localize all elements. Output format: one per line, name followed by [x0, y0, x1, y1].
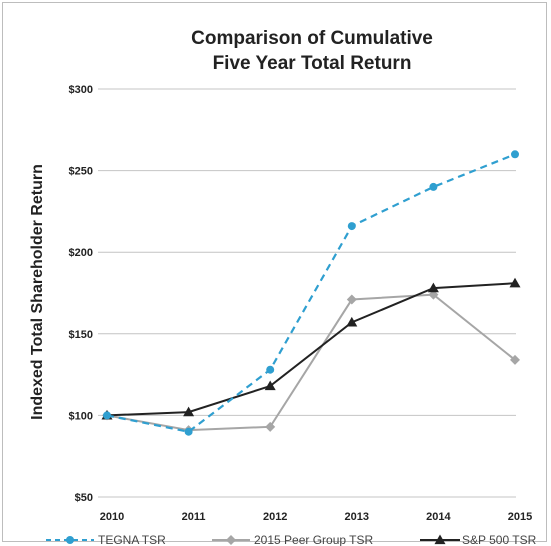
legend-marker	[66, 536, 74, 544]
legend-item-s-p-500-tsr: S&P 500 TSR	[420, 533, 537, 546]
y-tick-label: $150	[69, 329, 93, 341]
data-point-tegna-tsr	[103, 411, 111, 420]
legend-item-tegna-tsr: TEGNA TSR	[46, 533, 166, 546]
legend-marker	[434, 534, 446, 545]
gridlines	[98, 88, 516, 498]
data-point-s-p-500-tsr	[183, 406, 195, 417]
chart-title-line-1: Comparison of Cumulative	[191, 28, 433, 49]
data-point-s-p-500-tsr	[264, 380, 276, 391]
data-point-s-p-500-tsr	[346, 316, 358, 327]
x-tick-label: 2013	[345, 511, 369, 523]
data-point-s-p-500-tsr	[427, 282, 439, 293]
x-tick-label: 2015	[508, 511, 532, 523]
chart-frame	[2, 2, 547, 542]
data-point-tegna-tsr	[429, 182, 438, 191]
data-point-2015-peer-group-tsr	[510, 354, 520, 365]
y-tick-label: $200	[69, 247, 93, 259]
x-tick-label: 2011	[182, 511, 206, 523]
x-tick-label: 2014	[426, 511, 451, 523]
x-tick-labels: 2010 2011 2012 2013 2014 2015	[100, 511, 532, 523]
data-point-s-p-500-tsr	[509, 277, 521, 288]
series-line-tegna-tsr	[106, 153, 516, 433]
y-axis-label: Indexed Total Shareholder Return	[29, 164, 46, 420]
data-point-tegna-tsr	[511, 150, 519, 159]
x-tick-label: 2012	[263, 511, 287, 523]
y-tick-label: $50	[75, 492, 93, 504]
y-tick-label: $100	[69, 410, 93, 422]
legend-label: 2015 Peer Group TSR	[254, 533, 374, 546]
legend-item-2015-peer-group-tsr: 2015 Peer Group TSR	[212, 533, 374, 546]
y-tick-labels: $300 $250 $200 $150 $100 $50	[69, 84, 93, 504]
legend-marker	[226, 535, 236, 545]
data-point-tegna-tsr	[184, 427, 193, 436]
series-line-s-p-500-tsr	[106, 282, 516, 417]
y-tick-label: $300	[69, 84, 93, 96]
data-point-2015-peer-group-tsr	[265, 421, 276, 432]
series-group	[101, 150, 521, 436]
legend-label: S&P 500 TSR	[462, 533, 537, 546]
series-tegna-tsr	[103, 150, 519, 436]
legend: TEGNA TSR 2015 Peer Group TSR S&P 500 TSR	[46, 533, 537, 546]
legend-label: TEGNA TSR	[98, 533, 166, 546]
data-point-tegna-tsr	[347, 222, 356, 231]
chart-title-line-2: Five Year Total Return	[213, 53, 412, 74]
y-tick-label: $250	[69, 166, 93, 178]
data-point-tegna-tsr	[266, 365, 275, 374]
data-point-2015-peer-group-tsr	[346, 294, 357, 305]
series-line-2015-peer-group-tsr	[106, 293, 516, 432]
x-tick-label: 2010	[100, 511, 124, 523]
